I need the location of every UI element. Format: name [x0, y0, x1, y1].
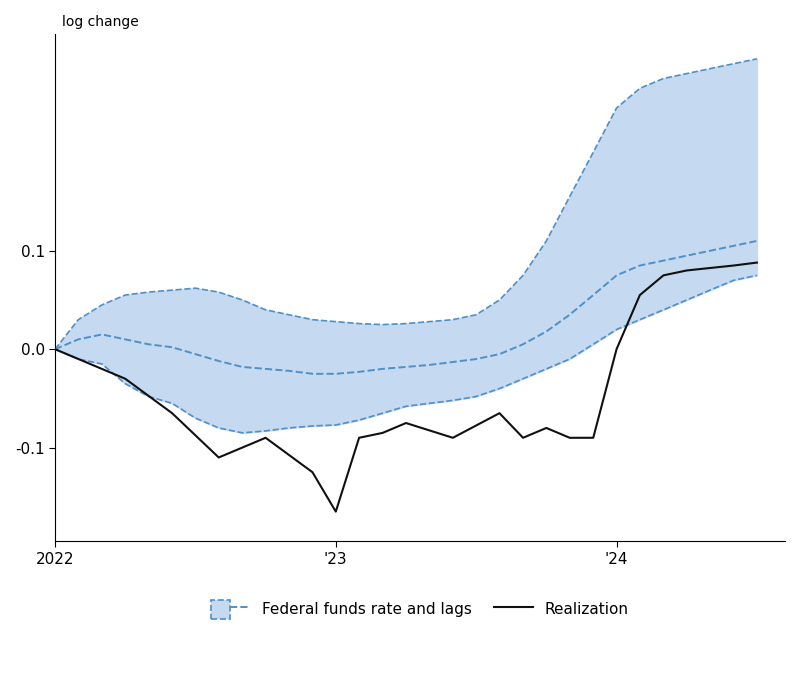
Text: log change: log change	[62, 15, 139, 29]
Legend: Federal funds rate and lags, Realization: Federal funds rate and lags, Realization	[205, 594, 635, 625]
